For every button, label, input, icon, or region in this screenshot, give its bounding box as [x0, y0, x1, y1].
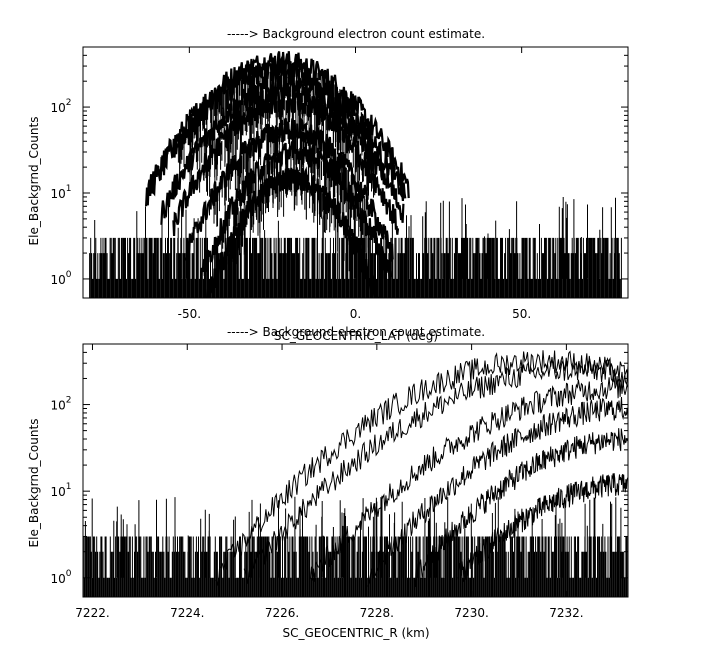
series-fill-7 [226, 177, 360, 284]
y-tick-label: 100 [50, 569, 71, 586]
x-tick-label: -50. [178, 307, 201, 321]
series-line-3 [310, 375, 628, 582]
bottom-chart-title: -----> Background electron count estimat… [227, 325, 485, 339]
top-x-axis-label: SC_GEOCENTRIC_LAT (deg) [274, 329, 438, 343]
y-tick-label: 102 [50, 396, 71, 413]
bottom-y-axis-label: Ele_Backgrnd_Counts [27, 419, 41, 548]
top-plot-area [89, 51, 622, 298]
bottom-plot-area [83, 350, 628, 597]
x-tick-label: 7228. [360, 606, 394, 620]
x-tick-label: 0. [350, 307, 361, 321]
series-line-5 [414, 428, 628, 588]
y-tick-label: 102 [50, 98, 71, 115]
series-line-2 [243, 356, 628, 584]
noise-spikes [84, 495, 622, 578]
series-fill-4 [199, 100, 369, 200]
bottom-y-ticks: 100 101 102 [50, 343, 628, 586]
series-line-6 [456, 473, 628, 582]
x-tick-label: 7232. [549, 606, 583, 620]
series-line-1 [215, 350, 628, 587]
series-line-4 [366, 396, 628, 587]
y-tick-label: 101 [50, 184, 71, 201]
background-noise [83, 536, 628, 597]
bottom-x-axis-label: SC_GEOCENTRIC_R (km) [283, 626, 430, 640]
bottom-panel: -----> Background electron count estimat… [27, 325, 629, 640]
x-tick-label: 7222. [75, 606, 109, 620]
top-x-ticks: -50. 0. 50. [178, 47, 531, 321]
top-panel: -----> Background electron count estimat… [27, 27, 629, 343]
bottom-plot-frame [82, 343, 629, 598]
y-tick-label: 101 [50, 482, 71, 499]
top-y-axis-label: Ele_Backgrnd_Counts [27, 117, 41, 246]
x-tick-label: 50. [512, 307, 531, 321]
series-line-7 [206, 166, 379, 298]
top-chart-title: -----> Background electron count estimat… [227, 27, 485, 41]
x-tick-label: 7226. [265, 606, 299, 620]
x-tick-label: 7224. [170, 606, 204, 620]
series-line-4 [172, 86, 400, 237]
y-tick-label: 100 [50, 270, 71, 287]
bottom-x-ticks: 7222. 7224. 7226. 7228. 7230. 7232. [75, 344, 584, 620]
x-tick-label: 7230. [454, 606, 488, 620]
